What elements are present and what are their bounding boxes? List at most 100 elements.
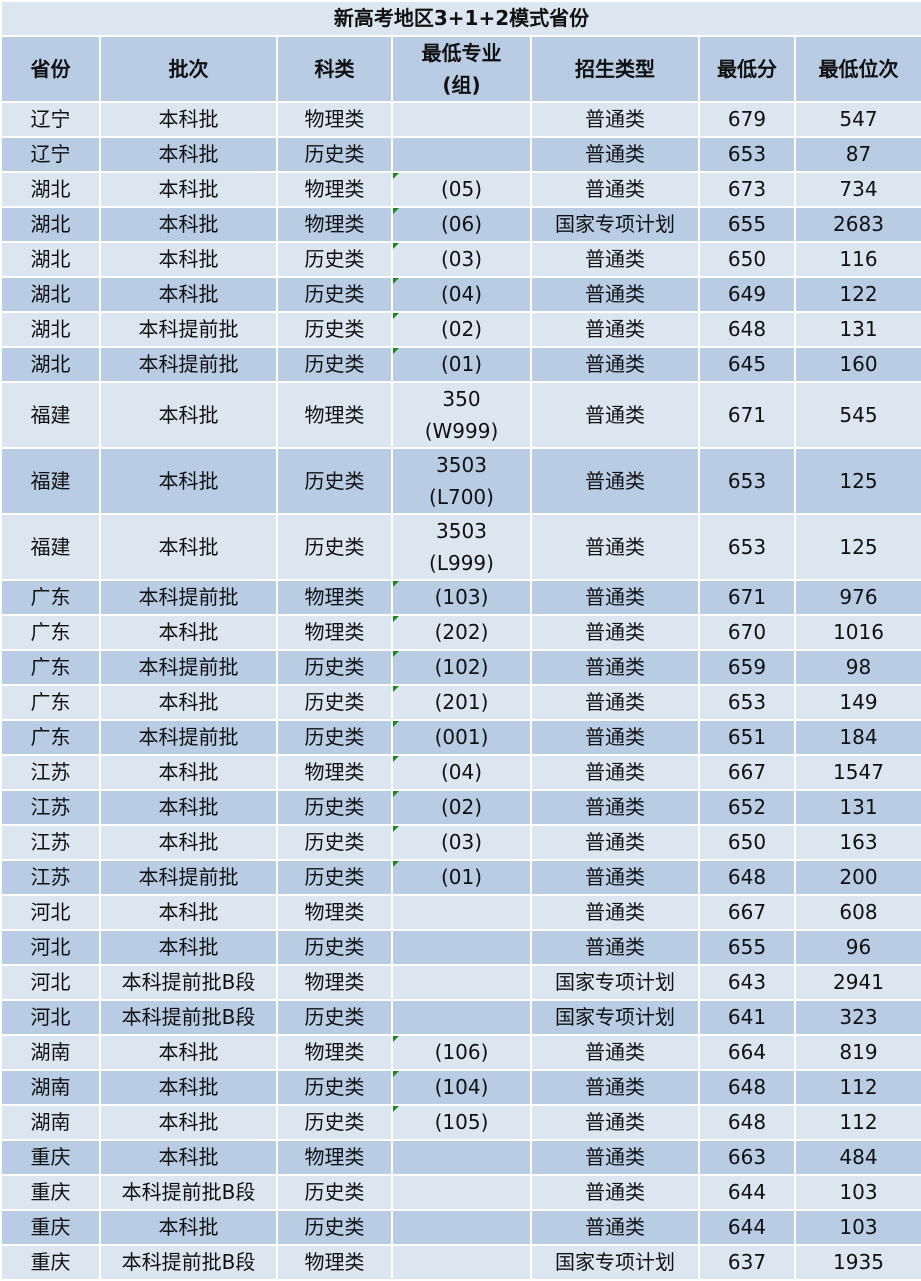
- cell-type: 普通类: [530, 513, 700, 581]
- text-format-marker-icon: [393, 208, 399, 214]
- cell-subject: 历史类: [276, 346, 393, 383]
- cell-batch: 本科批: [99, 754, 278, 791]
- cell-min-score: 659: [698, 649, 796, 686]
- cell-type: 普通类: [530, 1104, 700, 1141]
- cell-subject: 物理类: [276, 614, 393, 651]
- cell-min-rank: 96: [793, 929, 921, 966]
- cell-min-score: 650: [698, 241, 796, 278]
- cell-type: 国家专项计划: [530, 964, 700, 1001]
- cell-min-score: 644: [698, 1174, 796, 1211]
- cell-min-rank: 125: [793, 447, 921, 515]
- cell-batch: 本科批: [99, 894, 278, 931]
- cell-type: 普通类: [530, 859, 700, 896]
- text-format-marker-icon: [393, 581, 399, 587]
- cell-subject: 历史类: [276, 1209, 393, 1246]
- cell-type: 普通类: [530, 894, 700, 931]
- cell-type: 普通类: [530, 1209, 700, 1246]
- table-row: 江苏 本科批 历史类 (03) 普通类 650 163: [0, 824, 921, 861]
- cell-group: [391, 1209, 532, 1246]
- cell-batch: 本科提前批: [99, 346, 278, 383]
- cell-min-score: 649: [698, 276, 796, 313]
- table-row: 广东 本科批 历史类 (201) 普通类 653 149: [0, 684, 921, 721]
- cell-group: (201): [391, 684, 532, 721]
- cell-province: 广东: [0, 684, 101, 721]
- cell-min-rank: 125: [793, 513, 921, 581]
- table-row: 广东 本科批 物理类 (202) 普通类 670 1016: [0, 614, 921, 651]
- cell-batch: 本科批: [99, 276, 278, 313]
- cell-batch: 本科批: [99, 447, 278, 515]
- cell-min-rank: 163: [793, 824, 921, 861]
- table-row: 湖北 本科提前批 历史类 (01) 普通类 645 160: [0, 346, 921, 383]
- table-row: 福建 本科批 历史类 3503 (L700) 普通类 653 125: [0, 447, 921, 515]
- cell-province: 江苏: [0, 824, 101, 861]
- table-row: 福建 本科批 物理类 350 (W999) 普通类 671 545: [0, 381, 921, 449]
- header-province: 省份: [0, 35, 101, 103]
- cell-batch: 本科批: [99, 101, 278, 138]
- cell-subject: 历史类: [276, 929, 393, 966]
- cell-min-score: 671: [698, 579, 796, 616]
- cell-type: 国家专项计划: [530, 999, 700, 1036]
- cell-province: 湖北: [0, 206, 101, 243]
- cell-group: 350 (W999): [391, 381, 532, 449]
- header-group-line1: 最低专业: [421, 41, 502, 65]
- cell-batch: 本科批: [99, 381, 278, 449]
- cell-batch: 本科批: [99, 136, 278, 173]
- cell-batch: 本科提前批: [99, 311, 278, 348]
- cell-min-score: 653: [698, 684, 796, 721]
- table-row: 湖北 本科批 历史类 (03) 普通类 650 116: [0, 241, 921, 278]
- cell-province: 河北: [0, 894, 101, 931]
- cell-province: 河北: [0, 964, 101, 1001]
- cell-min-rank: 1547: [793, 754, 921, 791]
- cell-min-rank: 545: [793, 381, 921, 449]
- cell-min-score: 648: [698, 1104, 796, 1141]
- cell-province: 重庆: [0, 1139, 101, 1176]
- table-row: 重庆 本科提前批B段 物理类 国家专项计划 637 1935: [0, 1244, 921, 1281]
- cell-type: 普通类: [530, 171, 700, 208]
- cell-subject: 历史类: [276, 311, 393, 348]
- cell-subject: 物理类: [276, 964, 393, 1001]
- cell-batch: 本科批: [99, 513, 278, 581]
- cell-province: 广东: [0, 649, 101, 686]
- cell-province: 广东: [0, 614, 101, 651]
- table-row: 河北 本科提前批B段 物理类 国家专项计划 643 2941: [0, 964, 921, 1001]
- table-row: 河北 本科批 物理类 普通类 667 608: [0, 894, 921, 931]
- cell-min-score: 653: [698, 447, 796, 515]
- cell-min-rank: 819: [793, 1034, 921, 1071]
- cell-min-score: 637: [698, 1244, 796, 1281]
- cell-min-score: 667: [698, 894, 796, 931]
- cell-province: 河北: [0, 929, 101, 966]
- cell-type: 普通类: [530, 1069, 700, 1106]
- cell-province: 福建: [0, 381, 101, 449]
- cell-group: [391, 964, 532, 1001]
- cell-group: [391, 999, 532, 1036]
- cell-type: 普通类: [530, 447, 700, 515]
- cell-province: 江苏: [0, 789, 101, 826]
- cell-type: 普通类: [530, 381, 700, 449]
- cell-province: 江苏: [0, 859, 101, 896]
- cell-type: 普通类: [530, 719, 700, 756]
- cell-min-score: 648: [698, 1069, 796, 1106]
- cell-min-score: 670: [698, 614, 796, 651]
- cell-batch: 本科批: [99, 1139, 278, 1176]
- text-format-marker-icon: [393, 861, 399, 867]
- cell-min-score: 651: [698, 719, 796, 756]
- cell-subject: 物理类: [276, 381, 393, 449]
- table-row: 重庆 本科提前批B段 历史类 普通类 644 103: [0, 1174, 921, 1211]
- cell-province: 广东: [0, 579, 101, 616]
- cell-subject: 历史类: [276, 789, 393, 826]
- table-row: 湖北 本科提前批 历史类 (02) 普通类 648 131: [0, 311, 921, 348]
- cell-subject: 历史类: [276, 999, 393, 1036]
- cell-type: 普通类: [530, 824, 700, 861]
- table-row: 广东 本科提前批 历史类 (102) 普通类 659 98: [0, 649, 921, 686]
- table-row: 江苏 本科批 物理类 (04) 普通类 667 1547: [0, 754, 921, 791]
- cell-type: 国家专项计划: [530, 206, 700, 243]
- cell-group: [391, 1139, 532, 1176]
- cell-subject: 历史类: [276, 859, 393, 896]
- table-row: 湖南 本科批 物理类 (106) 普通类 664 819: [0, 1034, 921, 1071]
- cell-min-rank: 547: [793, 101, 921, 138]
- cell-province: 福建: [0, 513, 101, 581]
- cell-batch: 本科批: [99, 1209, 278, 1246]
- cell-subject: 历史类: [276, 824, 393, 861]
- table-body: 辽宁 本科批 物理类 普通类 679 547 辽宁 本科批 历史类 普通类 653 87 湖北 本科批 物理…: [0, 101, 921, 1281]
- cell-min-score: 671: [698, 381, 796, 449]
